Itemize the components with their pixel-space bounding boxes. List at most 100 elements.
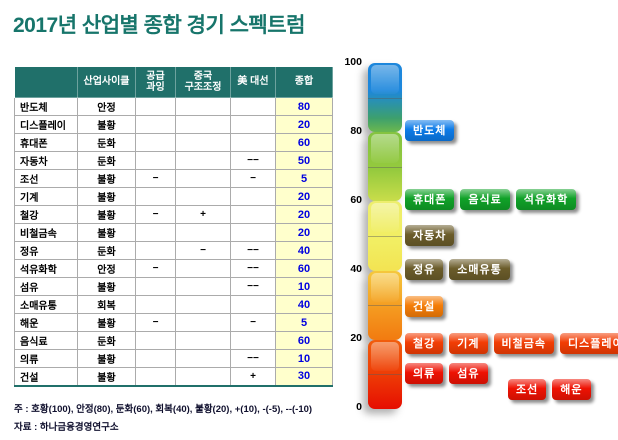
industry-label-nonferrous: 비철금속 <box>493 333 554 354</box>
cell-name: 해운 <box>14 313 78 332</box>
table-row: 반도체 안정 80 <box>14 97 333 116</box>
industry-label-retail: 소매유통 <box>449 259 510 280</box>
table-row: 기계 불황 20 <box>14 187 333 206</box>
table-row: 건설 불황 +30 <box>14 367 333 386</box>
cell-china <box>175 169 231 188</box>
cell-name: 반도체 <box>14 97 78 116</box>
cell-total: 60 <box>275 259 333 278</box>
cell-china <box>175 259 231 278</box>
cell-supply <box>135 115 176 134</box>
cell-cycle: 불황 <box>77 169 136 188</box>
cell-total: 40 <box>275 241 333 260</box>
footnote-source: 자료 : 하나금융경영연구소 <box>14 422 119 433</box>
cell-china <box>175 331 231 350</box>
cell-name: 기계 <box>14 187 78 206</box>
header-us: 美 대선 <box>230 66 276 98</box>
header-industry <box>14 66 78 98</box>
cell-total: 60 <box>275 331 333 350</box>
cell-cycle: 둔화 <box>77 241 136 260</box>
cell-name: 비철금속 <box>14 223 78 242</box>
cell-supply <box>135 223 176 242</box>
industry-label-construction: 건설 <box>405 296 444 317</box>
cell-total: 20 <box>275 205 333 224</box>
cell-us <box>230 187 276 206</box>
cell-cycle: 불황 <box>77 115 136 134</box>
industry-label-mobile: 휴대폰 <box>405 189 455 210</box>
cell-china <box>175 133 231 152</box>
cell-total: 50 <box>275 151 333 170</box>
cell-total: 5 <box>275 169 333 188</box>
cell-cycle: 안정 <box>77 97 136 116</box>
header-total: 종합 <box>275 66 333 98</box>
cell-us: + <box>230 367 276 386</box>
table-header-row: 산업사이클 공급 과잉 중국 구조조정 美 대선 종합 <box>14 66 333 98</box>
cell-supply <box>135 331 176 350</box>
table-row: 휴대폰 둔화 60 <box>14 133 333 152</box>
cell-china <box>175 187 231 206</box>
page-title: 2017년 산업별 종합 경기 스펙트럼 <box>13 14 305 37</box>
industry-table: 산업사이클 공급 과잉 중국 구조조정 美 대선 종합 반도체 안정 80 디스플레… <box>14 66 333 387</box>
cell-us <box>230 97 276 116</box>
cell-supply <box>135 295 176 314</box>
cell-china <box>175 115 231 134</box>
cell-supply: − <box>135 205 176 224</box>
cell-total: 60 <box>275 133 333 152</box>
axis-tick-40: 40 <box>350 263 362 275</box>
cell-total: 80 <box>275 97 333 116</box>
axis-tick-100: 100 <box>344 56 362 68</box>
footnote-legend: 주 : 호황(100), 안정(80), 둔화(60), 회복(40), 불황(… <box>14 404 313 415</box>
table-row: 자동차 둔화 −− 50 <box>14 151 333 170</box>
cell-name: 건설 <box>14 367 78 386</box>
spectrum-segment-20-0 <box>368 339 402 409</box>
cell-name: 의류 <box>14 349 78 368</box>
label-group-5: 조선 해운 <box>508 379 591 400</box>
table-row: 비철금속 불황 20 <box>14 223 333 242</box>
axis-tick-0: 0 <box>356 401 362 413</box>
cell-supply <box>135 187 176 206</box>
cell-us: − <box>230 313 276 332</box>
cell-china: + <box>175 205 231 224</box>
cell-total: 10 <box>275 349 333 368</box>
cell-cycle: 불황 <box>77 349 136 368</box>
table-row: 철강 불황 − +20 <box>14 205 333 224</box>
table-row: 해운 불황 − −5 <box>14 313 333 332</box>
spectrum-segment-40-20 <box>368 270 402 340</box>
cell-supply: − <box>135 259 176 278</box>
cell-us: −− <box>230 241 276 260</box>
industry-label-display: 디스플레이 <box>559 333 618 354</box>
table-row: 소매유통 회복 40 <box>14 295 333 314</box>
industry-label-shipping: 해운 <box>552 379 591 400</box>
cell-cycle: 불황 <box>77 205 136 224</box>
cell-total: 30 <box>275 367 333 386</box>
industry-label-refining: 정유 <box>405 259 444 280</box>
cell-us: −− <box>230 277 276 296</box>
cell-supply <box>135 133 176 152</box>
spectrum-bar <box>368 63 402 409</box>
cell-china <box>175 295 231 314</box>
cell-total: 40 <box>275 295 333 314</box>
cell-name: 디스플레이 <box>14 115 78 134</box>
header-china: 중국 구조조정 <box>175 66 231 98</box>
cell-china <box>175 223 231 242</box>
cell-total: 20 <box>275 187 333 206</box>
axis-tick-60: 60 <box>350 194 362 206</box>
industry-label-automobile: 자동차 <box>405 225 455 246</box>
cell-total: 20 <box>275 115 333 134</box>
cell-us: −− <box>230 151 276 170</box>
table-row: 섬유 불황 −− 10 <box>14 277 333 296</box>
cell-us <box>230 331 276 350</box>
axis-tick-80: 80 <box>350 125 362 137</box>
cell-cycle: 둔화 <box>77 331 136 350</box>
cell-china <box>175 313 231 332</box>
cell-us <box>230 115 276 134</box>
cell-name: 석유화학 <box>14 259 78 278</box>
cell-supply <box>135 151 176 170</box>
label-group-50: 자동차 <box>405 225 455 246</box>
cell-supply: − <box>135 313 176 332</box>
cell-name: 휴대폰 <box>14 133 78 152</box>
cell-us: −− <box>230 259 276 278</box>
label-group-40: 정유 소매유통 <box>405 259 510 280</box>
label-group-20: 철강 기계 비철금속 디스플레이 <box>405 333 618 354</box>
label-group-30: 건설 <box>405 296 444 317</box>
cell-cycle: 둔화 <box>77 151 136 170</box>
